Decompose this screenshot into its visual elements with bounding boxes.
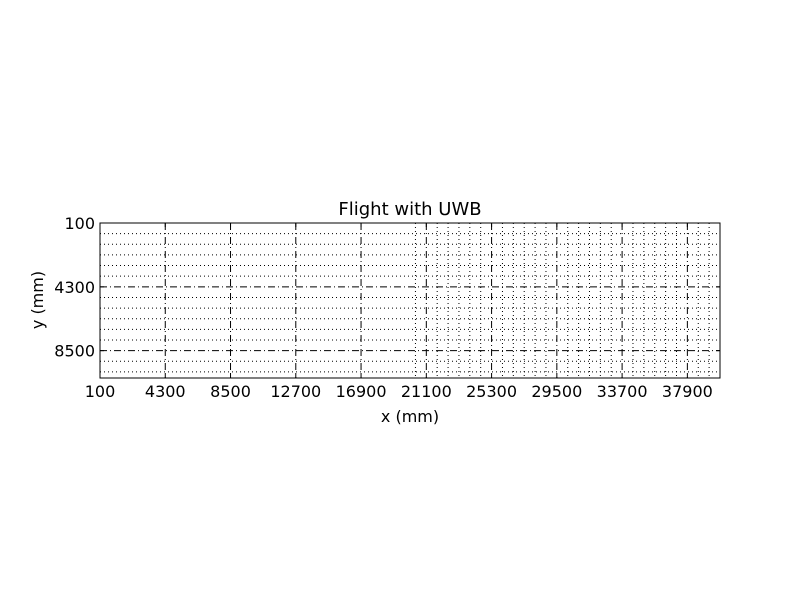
x-tick-label: 8500 — [210, 382, 251, 401]
x-tick-label: 12700 — [270, 382, 321, 401]
x-tick-label: 25300 — [466, 382, 517, 401]
x-tick-label: 4300 — [145, 382, 186, 401]
x-tick-label: 29500 — [531, 382, 582, 401]
x-axis-label: x (mm) — [381, 407, 439, 426]
plot-frame — [99, 222, 721, 379]
y-tick-label: 8500 — [54, 342, 95, 361]
y-axis-label: y (mm) — [28, 271, 47, 329]
axis-ticks: 100 4300 8500 12700 16900 21100 25300 29500 3370… — [54, 214, 720, 401]
x-tick-label: 37900 — [662, 382, 713, 401]
y-tick-label: 4300 — [54, 278, 95, 297]
grid — [99, 222, 720, 378]
chart-title: Flight with UWB — [338, 199, 481, 220]
y-tick-label: 100 — [64, 214, 95, 233]
x-tick-label: 100 — [85, 382, 116, 401]
x-tick-label: 33700 — [597, 382, 648, 401]
x-tick-label: 16900 — [336, 382, 387, 401]
x-tick-label: 21100 — [401, 382, 452, 401]
